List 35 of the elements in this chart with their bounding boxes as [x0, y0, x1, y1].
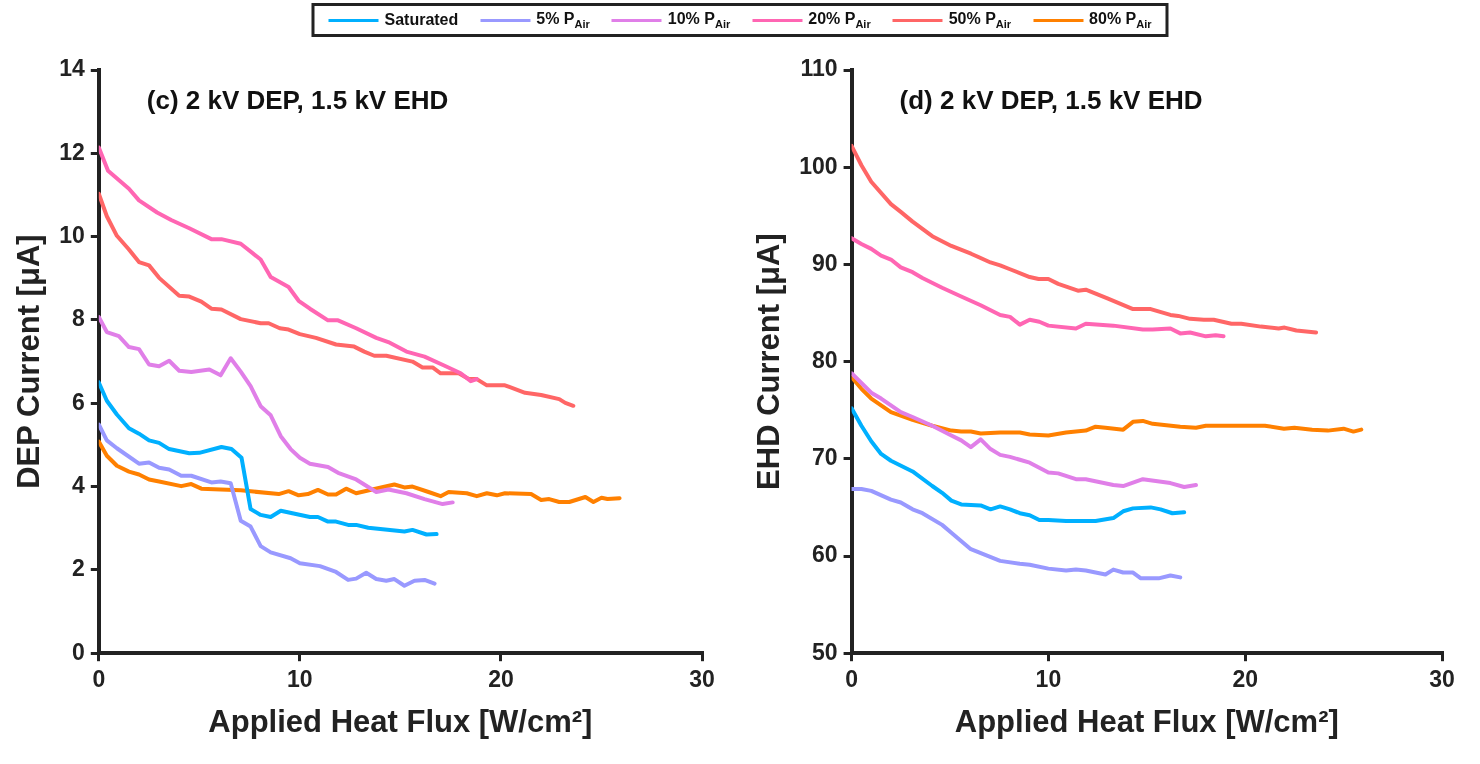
- y-tick-label: 8: [71, 305, 85, 332]
- x-tick-label: 10: [287, 666, 313, 693]
- y-tick-label: 100: [799, 152, 838, 179]
- y-axis-title: EHD Current [μA]: [751, 233, 787, 490]
- legend-label: 50% P$_{Air}$: [948, 10, 1012, 31]
- legend-label: 80% P$_{Air}$: [1089, 10, 1152, 31]
- y-tick-label: 14: [59, 55, 85, 82]
- x-tick-label: 30: [689, 666, 715, 693]
- y-tick-label: 2: [71, 555, 85, 582]
- y-tick-label: 4: [71, 471, 85, 498]
- text: (c) 2 kV DEP, 1.5 kV EHD: [146, 85, 449, 116]
- legend-label: 20% P$_{Air}$: [808, 10, 871, 31]
- y-axis-title: DEP Current [μA]: [11, 234, 47, 489]
- legend-label: Saturated: [384, 11, 459, 30]
- x-axis-title: Applied Heat Flux [W/cm²]: [954, 703, 1339, 739]
- y-tick-label: 70: [811, 444, 838, 471]
- y-tick-label: 12: [59, 138, 85, 165]
- y-tick-label: 110: [800, 55, 838, 82]
- y-tick-label: 80: [811, 346, 838, 373]
- x-tick-label: 20: [1232, 666, 1258, 693]
- x-tick-label: 0: [92, 666, 106, 693]
- y-tick-label: 90: [811, 249, 838, 276]
- text: (d) 2 kV DEP, 1.5 kV EHD: [899, 85, 1203, 116]
- x-tick-label: 30: [1429, 666, 1455, 693]
- legend-label: 5% P$_{Air}$: [536, 10, 590, 31]
- x-tick-label: 20: [488, 666, 514, 693]
- x-tick-label: 10: [1035, 666, 1062, 693]
- y-tick-label: 50: [811, 638, 838, 665]
- y-tick-label: 0: [71, 638, 85, 665]
- x-axis-title: Applied Heat Flux [W/cm²]: [208, 703, 593, 739]
- y-tick-label: 10: [59, 221, 85, 248]
- y-tick-label: 6: [71, 388, 85, 415]
- x-tick-label: 0: [845, 666, 858, 693]
- y-tick-label: 60: [811, 541, 838, 568]
- legend-label: 10% P$_{Air}$: [667, 10, 731, 31]
